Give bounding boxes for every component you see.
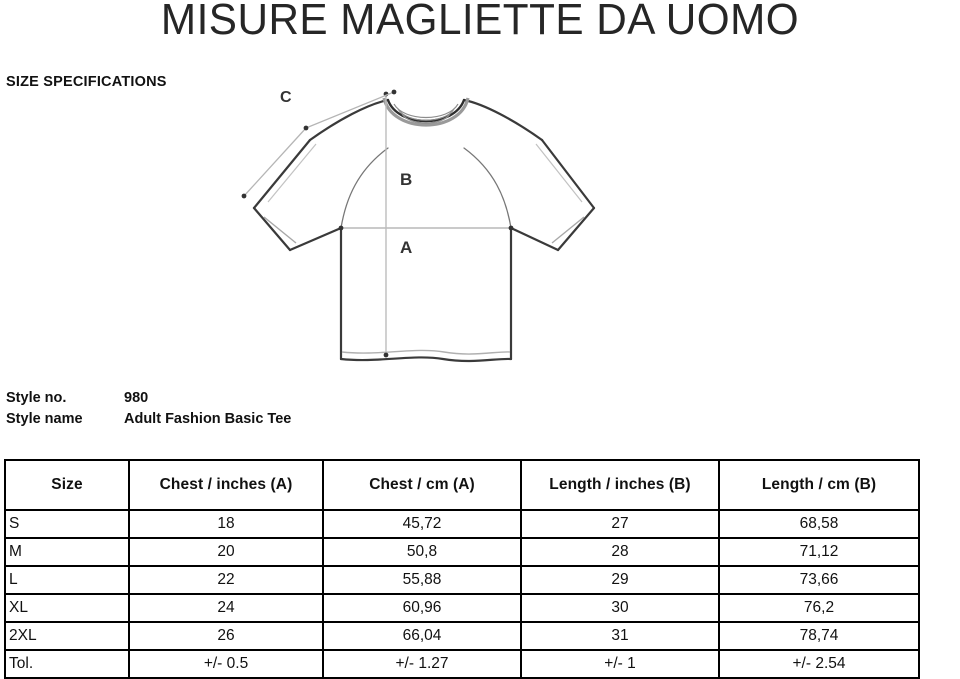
diagram-label-b: B [400, 170, 412, 189]
cell-chest-cm: +/- 1.27 [322, 649, 522, 679]
style-info-block: Style no. 980 Style name Adult Fashion B… [6, 390, 291, 432]
header-length-inches: Length / inches (B) [520, 459, 720, 511]
cell-chest-inches: 24 [128, 593, 324, 623]
cell-size: M [4, 537, 130, 567]
cell-size: 2XL [4, 621, 130, 651]
measure-c-mid-dot [303, 125, 309, 131]
header-size: Size [4, 459, 130, 511]
cell-chest-cm: 45,72 [322, 509, 522, 539]
style-name-row: Style name Adult Fashion Basic Tee [6, 411, 291, 432]
section-heading: SIZE SPECIFICATIONS [6, 74, 167, 90]
measure-b-bottom-dot [383, 352, 389, 358]
cell-length-inches: 31 [520, 621, 720, 651]
cell-length-cm: 73,66 [718, 565, 920, 595]
header-chest-cm: Chest / cm (A) [322, 459, 522, 511]
hem-line [339, 356, 513, 363]
cell-chest-cm: 66,04 [322, 621, 522, 651]
left-sleeve-outer [252, 138, 312, 210]
cell-size: Tol. [4, 649, 130, 679]
cell-size: XL [4, 593, 130, 623]
table-header-row: Size Chest / inches (A) Chest / cm (A) L… [4, 459, 920, 511]
right-sleeve-outer [540, 138, 596, 210]
cell-length-inches: 29 [520, 565, 720, 595]
diagram-label-a: A [400, 238, 412, 257]
left-armhole [340, 147, 389, 229]
style-name-value: Adult Fashion Basic Tee [124, 411, 292, 427]
size-specifications-table: Size Chest / inches (A) Chest / cm (A) L… [4, 459, 920, 679]
cell-chest-inches: 20 [128, 537, 324, 567]
header-chest-inches: Chest / inches (A) [128, 459, 324, 511]
style-no-row: Style no. 980 [6, 390, 291, 411]
right-shoulder-seam [462, 98, 544, 142]
cell-chest-cm: 60,96 [322, 593, 522, 623]
table-row: Tol. +/- 0.5 +/- 1.27 +/- 1 +/- 2.54 [4, 649, 920, 679]
measure-c-top-dot [391, 89, 397, 95]
neck-rib-band [382, 97, 470, 127]
style-no-value: 980 [124, 390, 149, 406]
left-cuff [252, 206, 292, 252]
sleeve-fold-lines [267, 143, 583, 203]
table-row: M 20 50,8 28 71,12 [4, 537, 920, 567]
right-cuff [556, 206, 596, 252]
cell-length-cm: +/- 2.54 [718, 649, 920, 679]
right-armhole [463, 147, 512, 229]
hem-inner-line [341, 349, 511, 355]
table-row: XL 24 60,96 30 76,2 [4, 593, 920, 623]
cell-length-inches: +/- 1 [520, 649, 720, 679]
header-length-cm: Length / cm (B) [718, 459, 920, 511]
style-no-label: Style no. [6, 390, 67, 406]
left-sleeve-under [288, 226, 343, 252]
table-row: S 18 45,72 27 68,58 [4, 509, 920, 539]
cell-chest-cm: 50,8 [322, 537, 522, 567]
table-row: 2XL 26 66,04 31 78,74 [4, 621, 920, 651]
left-shoulder-seam [308, 98, 390, 142]
cell-chest-inches: +/- 0.5 [128, 649, 324, 679]
right-sleeve-under [509, 226, 560, 252]
measure-a-right-dot [508, 225, 514, 231]
cell-size: S [4, 509, 130, 539]
cell-chest-inches: 22 [128, 565, 324, 595]
measurement-line-c [243, 91, 395, 197]
diagram-label-c: C [280, 89, 292, 106]
cell-length-inches: 30 [520, 593, 720, 623]
measure-a-left-dot [338, 225, 344, 231]
measure-c-end-dot [241, 193, 247, 199]
page-title: MISURE MAGLIETTE DA UOMO [160, 0, 800, 44]
cell-chest-inches: 26 [128, 621, 324, 651]
cell-length-cm: 68,58 [718, 509, 920, 539]
table-row: L 22 55,88 29 73,66 [4, 565, 920, 595]
style-name-label: Style name [6, 411, 83, 427]
cuff-hem-lines [263, 216, 585, 244]
cell-length-inches: 27 [520, 509, 720, 539]
cell-length-cm: 78,74 [718, 621, 920, 651]
cell-length-cm: 76,2 [718, 593, 920, 623]
tshirt-technical-drawing: B A C [228, 78, 608, 378]
cell-length-inches: 28 [520, 537, 720, 567]
cell-chest-inches: 18 [128, 509, 324, 539]
cell-chest-cm: 55,88 [322, 565, 522, 595]
neck-rib-lines [393, 103, 459, 124]
cell-size: L [4, 565, 130, 595]
cell-length-cm: 71,12 [718, 537, 920, 567]
